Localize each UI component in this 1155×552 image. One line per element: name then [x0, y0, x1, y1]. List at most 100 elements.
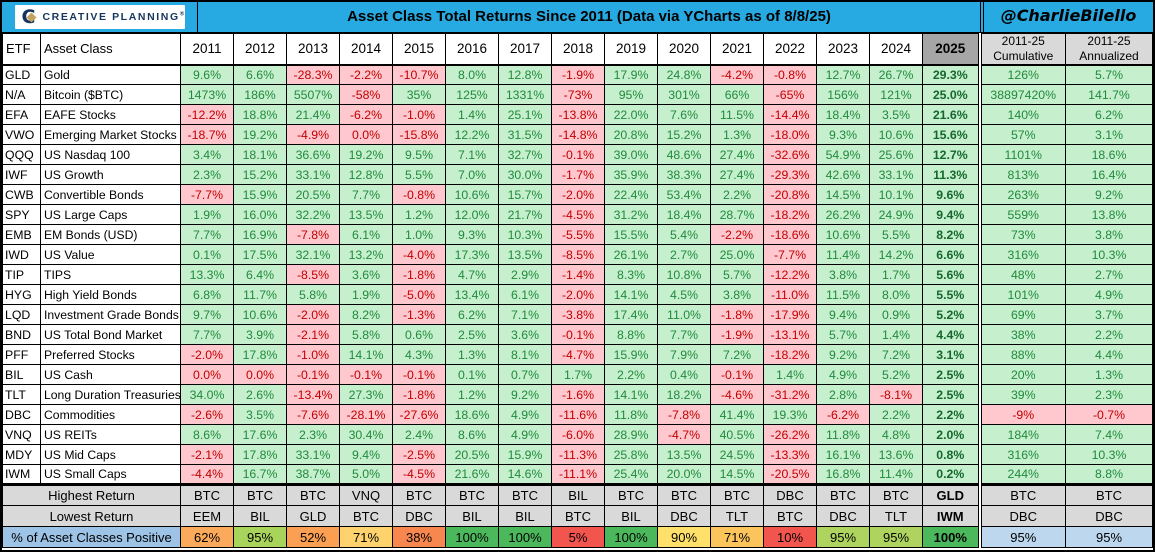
return-cell-2015: -2.5%: [392, 444, 446, 465]
return-cell-2017: 32.7%: [498, 144, 552, 165]
lowest-return-cell-2024: TLT: [869, 505, 923, 527]
return-cell-2013: 38.7%: [286, 464, 340, 485]
return-cell-2016: 0.1%: [445, 364, 499, 385]
etf-cell: IWD: [2, 244, 41, 265]
return-cell-2025: 9.4%: [922, 204, 980, 225]
returns-table: ETF Asset Class 2011 2012 2013 2014 2015 2016 20…: [2, 33, 1153, 548]
return-cell-2011: -2.6%: [180, 404, 234, 425]
highest-return-cell-2012: BTC: [233, 483, 287, 506]
etf-cell: VNQ: [2, 424, 41, 445]
return-cell-2020: 53.4%: [657, 184, 711, 205]
return-cell-2019: 15.9%: [604, 344, 658, 365]
lowest-return-cell-2014: BTC: [339, 505, 393, 527]
return-cell-2021: 28.7%: [710, 204, 764, 225]
return-cell-2016: 18.6%: [445, 404, 499, 425]
return-cell-2018: -1.7%: [551, 164, 605, 185]
table-row-iwm: IWM US Small Caps -4.4% 16.7% 38.7% 5.0% -4.5%…: [2, 464, 1153, 485]
return-cell-2015: -0.8%: [392, 184, 446, 205]
asset-class-cell: TIPS: [40, 264, 181, 285]
return-cell-2013: 5507%: [286, 84, 340, 105]
return-cell-2020: 20.0%: [657, 464, 711, 485]
table-row-tlt: TLT Long Duration Treasuries 34.0% 2.6% -13.…: [2, 384, 1153, 405]
return-cell-2018: -4.7%: [551, 344, 605, 365]
etf-cell: HYG: [2, 284, 41, 305]
lowest-return-cell-2013: GLD: [286, 505, 340, 527]
return-cell-2014: 9.4%: [339, 444, 393, 465]
return-cell-2018: -13.8%: [551, 104, 605, 125]
return-cell-2014: 13.5%: [339, 204, 393, 225]
return-cell-2021: 5.7%: [710, 264, 764, 285]
cumulative-cell: 559%: [977, 204, 1066, 225]
return-cell-2014: -0.1%: [339, 364, 393, 385]
return-cell-2015: -1.0%: [392, 104, 446, 125]
return-cell-2020: 13.5%: [657, 444, 711, 465]
return-cell-2023: 2.8%: [816, 384, 870, 405]
cumulative-cell: 140%: [977, 104, 1066, 125]
return-cell-2017: 9.2%: [498, 384, 552, 405]
return-cell-2014: 1.9%: [339, 284, 393, 305]
return-cell-2021: -0.1%: [710, 364, 764, 385]
return-cell-2020: 0.4%: [657, 364, 711, 385]
lowest-return-row: Lowest Return EEM BIL GLD BTC DBC BIL BIL BTC BIL…: [2, 505, 1153, 527]
return-cell-2015: -1.8%: [392, 264, 446, 285]
return-cell-2013: 20.5%: [286, 184, 340, 205]
annualized-cell: 2.7%: [1065, 264, 1153, 285]
return-cell-2024: 1.4%: [869, 324, 923, 345]
return-cell-2018: -1.4%: [551, 264, 605, 285]
lowest-return-cell-cumulative: DBC: [977, 505, 1066, 527]
return-cell-2021: 14.5%: [710, 464, 764, 485]
asset-class-cell: EAFE Stocks: [40, 104, 181, 125]
return-cell-2024: 10.6%: [869, 124, 923, 145]
return-cell-2017: 31.5%: [498, 124, 552, 145]
return-cell-2021: -1.9%: [710, 324, 764, 345]
return-cell-2013: -1.0%: [286, 344, 340, 365]
return-cell-2016: 13.4%: [445, 284, 499, 305]
return-cell-2023: 11.5%: [816, 284, 870, 305]
cumulative-cell: 38%: [977, 324, 1066, 345]
return-cell-2019: 95%: [604, 84, 658, 105]
annualized-cell: 1.3%: [1065, 364, 1153, 385]
return-cell-2011: 8.6%: [180, 424, 234, 445]
return-cell-2022: -17.9%: [763, 304, 817, 325]
table-row-pff: PFF Preferred Stocks -2.0% 17.8% -1.0% 14.1% 4…: [2, 344, 1153, 365]
return-cell-2011: -4.4%: [180, 464, 234, 485]
return-cell-2015: 2.4%: [392, 424, 446, 445]
return-cell-2015: -1.3%: [392, 304, 446, 325]
highest-return-cell-2017: BTC: [498, 483, 552, 506]
return-cell-2020: 7.9%: [657, 344, 711, 365]
return-cell-2020: 11.0%: [657, 304, 711, 325]
table-row-vwo: VWO Emerging Market Stocks -18.7% 19.2% -4.9…: [2, 124, 1153, 145]
return-cell-2013: -8.5%: [286, 264, 340, 285]
col-header-cumulative: 2011-25 Cumulative: [977, 33, 1066, 66]
return-cell-2025: 25.0%: [922, 84, 980, 105]
return-cell-2024: 14.2%: [869, 244, 923, 265]
return-cell-2013: -28.3%: [286, 64, 340, 85]
col-header-year-2011: 2011: [180, 33, 234, 66]
return-cell-2016: 1.3%: [445, 344, 499, 365]
lowest-return-cell-2015: DBC: [392, 505, 446, 527]
lowest-return-cell-2017: BIL: [498, 505, 552, 527]
return-cell-2020: -7.8%: [657, 404, 711, 425]
return-cell-2024: -8.1%: [869, 384, 923, 405]
return-cell-2022: -18.6%: [763, 224, 817, 245]
return-cell-2018: -11.3%: [551, 444, 605, 465]
etf-cell: TLT: [2, 384, 41, 405]
return-cell-2011: -2.1%: [180, 444, 234, 465]
return-cell-2022: -13.3%: [763, 444, 817, 465]
return-cell-2015: -1.8%: [392, 384, 446, 405]
return-cell-2021: -4.6%: [710, 384, 764, 405]
etf-cell: SPY: [2, 204, 41, 225]
annualized-cell: 18.6%: [1065, 144, 1153, 165]
return-cell-2012: 15.2%: [233, 164, 287, 185]
asset-class-cell: US Growth: [40, 164, 181, 185]
return-cell-2023: 4.9%: [816, 364, 870, 385]
return-cell-2023: 9.2%: [816, 344, 870, 365]
return-cell-2022: -14.4%: [763, 104, 817, 125]
return-cell-2020: 301%: [657, 84, 711, 105]
return-cell-2019: 25.4%: [604, 464, 658, 485]
return-cell-2013: 33.1%: [286, 164, 340, 185]
return-cell-2025: 2.5%: [922, 384, 980, 405]
return-cell-2016: 12.2%: [445, 124, 499, 145]
return-cell-2025: 8.2%: [922, 224, 980, 245]
pct-positive-cell-2011: 62%: [180, 526, 234, 548]
